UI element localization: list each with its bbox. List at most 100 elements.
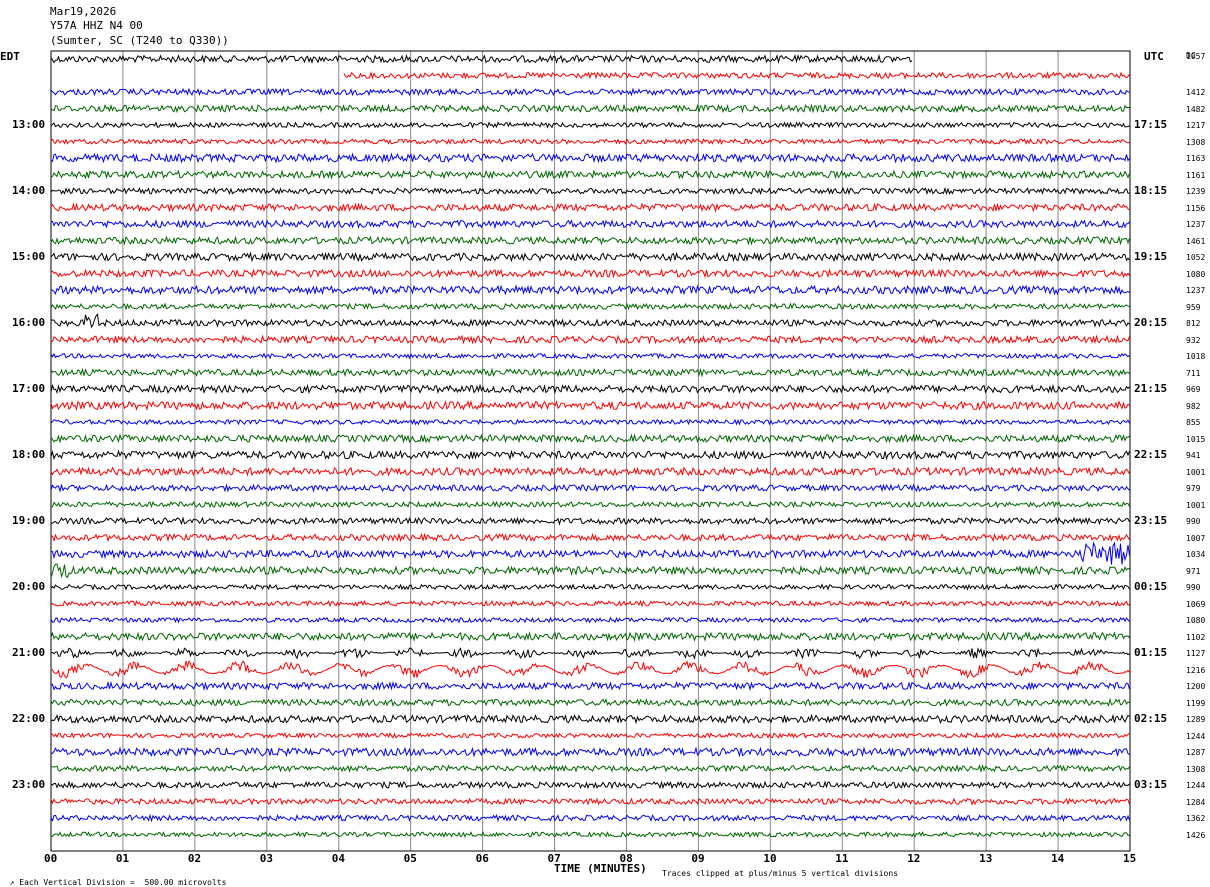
dc-offset-value: 1102 xyxy=(1186,632,1206,642)
seismic-trace xyxy=(50,483,1130,493)
seismic-trace xyxy=(50,433,1130,444)
dc-offset-value: 1217 xyxy=(1186,121,1206,130)
seismic-trace xyxy=(50,797,1130,806)
dc-offset-value: 969 xyxy=(1186,385,1201,394)
seismic-trace xyxy=(50,202,1130,213)
scale-icon: ↗ xyxy=(9,878,20,887)
x-tick-label: 00 xyxy=(44,852,58,865)
x-tick-label: 08 xyxy=(619,852,633,865)
seismic-trace xyxy=(50,500,1130,509)
x-tick-label: 04 xyxy=(331,852,345,865)
x-tick-label: 07 xyxy=(547,852,561,865)
header-location: (Sumter, SC (T240 to Q330)) xyxy=(50,34,229,47)
left-time-label: 13:00 xyxy=(12,118,46,131)
seismic-trace xyxy=(50,53,913,64)
left-time-label: 22:00 xyxy=(12,712,46,725)
seismic-trace xyxy=(50,121,1130,129)
left-time-label: 15:00 xyxy=(12,250,46,263)
right-time-label: 18:15 xyxy=(1134,184,1168,197)
right-time-label: 20:15 xyxy=(1134,316,1168,329)
utc-label: UTC xyxy=(1144,50,1164,63)
dc-offset-value: 1161 xyxy=(1186,170,1206,180)
left-time-label: 21:00 xyxy=(12,646,46,659)
x-tick-label: 10 xyxy=(763,852,777,865)
dc-offset-value: 1239 xyxy=(1186,187,1206,196)
x-tick-label: 09 xyxy=(691,852,705,865)
seismic-trace xyxy=(50,367,1130,378)
dc-offset-value: 1287 xyxy=(1186,748,1206,757)
dc-offset-value: 1362 xyxy=(1186,814,1206,823)
dc-offset-value: 959 xyxy=(1186,302,1201,312)
seismic-trace xyxy=(50,449,1130,461)
x-tick-label: 13 xyxy=(979,852,993,865)
dc-offset-value: 1482 xyxy=(1186,104,1206,114)
dc-offset-value: 711 xyxy=(1186,368,1201,378)
dc-offset-value: 1052 xyxy=(1186,253,1206,262)
seismic-trace xyxy=(50,631,1130,642)
footer-left-text: Each Vertical Division = 500.00 microvol… xyxy=(19,878,227,887)
dc-offset-value: 1080 xyxy=(1186,616,1206,625)
dc-offset-value: 982 xyxy=(1186,401,1201,411)
dc-offset-value: 1237 xyxy=(1186,220,1206,229)
x-tick-label: 14 xyxy=(1051,852,1065,865)
plot-frame xyxy=(50,50,1131,852)
right-time-label: 02:15 xyxy=(1134,712,1168,725)
seismic-trace xyxy=(50,418,1130,426)
seismic-trace xyxy=(50,713,1130,725)
seismic-trace xyxy=(50,302,1130,311)
dc-offset-value: 1244 xyxy=(1186,731,1206,741)
seismic-trace xyxy=(50,746,1130,758)
left-time-label: 14:00 xyxy=(12,184,46,197)
dc-offset-value: 1057 xyxy=(1186,52,1206,61)
seismic-trace xyxy=(50,541,1130,565)
dc-offset-value: 990 xyxy=(1186,517,1201,526)
seismic-trace xyxy=(50,152,1130,164)
dc-label: DC xyxy=(1186,51,1196,60)
seismic-trace xyxy=(50,780,1130,790)
right-time-label: 00:15 xyxy=(1134,580,1168,593)
dc-offset-value: 1200 xyxy=(1186,682,1206,691)
dc-offset-value: 1216 xyxy=(1186,665,1206,675)
dc-offset-value: 1127 xyxy=(1186,649,1206,658)
x-tick-label: 12 xyxy=(907,852,921,865)
seismic-trace xyxy=(51,516,1130,526)
dc-offset-value: 1069 xyxy=(1186,599,1206,609)
x-tick-label: 02 xyxy=(187,852,202,865)
left-time-label: 23:00 xyxy=(12,778,46,791)
seismic-trace xyxy=(50,87,1130,97)
right-time-label: 19:15 xyxy=(1134,250,1168,263)
seismic-trace xyxy=(50,334,1130,345)
seismic-trace xyxy=(50,251,1130,263)
left-time-label: 16:00 xyxy=(12,316,46,329)
seismic-trace xyxy=(50,399,1130,412)
seismic-trace xyxy=(50,186,1130,196)
x-tick-label: 15 xyxy=(1123,852,1137,865)
seismic-trace xyxy=(50,731,1130,739)
dc-offset-value: 1237 xyxy=(1186,286,1206,295)
right-time-label: 23:15 xyxy=(1134,514,1168,527)
dc-offset-value: 1412 xyxy=(1186,88,1206,97)
dc-offset-value: 1015 xyxy=(1186,434,1206,444)
footer-clip-note: Traces clipped at plus/minus 5 vertical … xyxy=(662,869,899,878)
dc-offset-value: 1080 xyxy=(1186,269,1206,279)
seismic-trace xyxy=(50,219,1130,230)
left-time-label: 19:00 xyxy=(12,514,46,527)
dc-offset-value: 1163 xyxy=(1186,154,1206,163)
seismic-trace xyxy=(50,616,1130,624)
seismic-trace xyxy=(50,137,1130,146)
seismic-trace xyxy=(50,659,1130,679)
dc-offset-value: 971 xyxy=(1186,566,1201,576)
seismic-trace xyxy=(50,532,1130,543)
dc-offset-value: 1156 xyxy=(1186,203,1206,213)
left-time-label: 18:00 xyxy=(12,448,46,461)
dc-offset-value: 1001 xyxy=(1186,500,1206,510)
seismic-trace xyxy=(50,680,1130,692)
dc-offset-value: 990 xyxy=(1186,583,1201,592)
seismic-trace xyxy=(50,764,1130,774)
seismic-trace xyxy=(50,352,1130,360)
seismic-trace xyxy=(343,70,1131,80)
dc-offset-value: 812 xyxy=(1186,319,1201,328)
dc-offset-value: 1461 xyxy=(1186,236,1206,246)
seismic-trace xyxy=(50,235,1130,246)
seismic-trace xyxy=(50,103,1130,114)
